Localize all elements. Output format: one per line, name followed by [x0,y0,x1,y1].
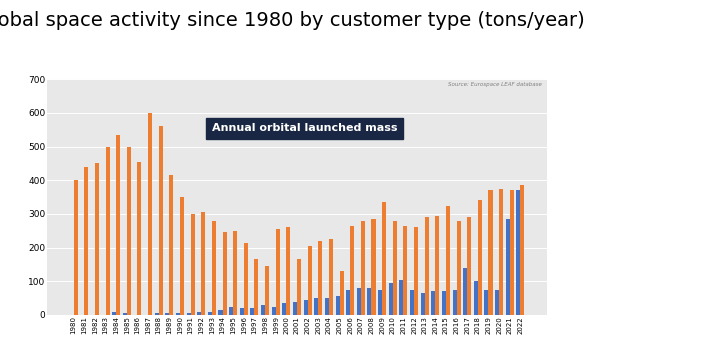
Bar [420,293,425,315]
Bar [314,298,318,315]
Bar [318,241,323,315]
Bar [158,126,163,315]
Bar [325,298,329,315]
Bar [488,190,492,315]
Bar [463,268,467,315]
Bar [127,147,131,315]
Text: • Star Ink excluded, the spacecraft
procured by commerc al operators (i.e.
not p: • Star Ink excluded, the spacecraft proc… [558,217,666,265]
Bar [244,243,248,315]
Bar [357,288,361,315]
Bar [218,310,222,315]
Bar [106,147,109,315]
Bar [436,216,439,315]
Bar [425,217,428,315]
Bar [442,292,446,315]
Bar [346,290,350,315]
Bar [304,300,307,315]
Bar [372,219,376,315]
Bar [510,190,514,315]
Bar [191,214,194,315]
Bar [516,190,521,315]
Bar [186,313,191,315]
Bar [180,197,184,315]
Bar [403,226,408,315]
Bar [297,260,301,315]
Bar [453,290,456,315]
Bar [446,206,450,315]
Bar [389,283,392,315]
Bar [155,313,158,315]
Bar [350,226,354,315]
Bar [485,290,488,315]
Bar [456,221,461,315]
Bar [282,303,287,315]
Bar [414,228,418,315]
Bar [499,189,503,315]
Bar [254,260,258,315]
Bar [208,312,212,315]
Bar [400,280,403,315]
Bar [265,266,269,315]
Bar [382,202,386,315]
Bar [222,233,227,315]
Bar [307,246,312,315]
Bar [251,308,254,315]
Bar [287,228,290,315]
Bar [329,239,333,315]
Bar [197,312,202,315]
Bar [521,185,524,315]
Text: Global space activity since 1980 by customer type (tons/year): Global space activity since 1980 by cust… [0,11,585,30]
Text: • Spacecraft procured in the context
government programmes histor cally
represen: • Spacecraft procured in the context gov… [558,347,666,360]
Bar [361,221,365,315]
Bar [73,180,78,315]
Bar [271,307,276,315]
Bar [378,290,382,315]
Bar [474,281,478,315]
Bar [410,290,414,315]
Bar [240,308,244,315]
Bar [169,175,174,315]
Bar [138,162,141,315]
Bar [431,292,436,315]
Bar [112,312,116,315]
Bar [202,212,205,315]
Bar [467,217,472,315]
Bar [392,221,397,315]
Bar [122,313,127,315]
Bar [116,135,120,315]
Text: • In the past decade an average 498 tons
of spacecraft are launched in space
eve: • In the past decade an average 498 tons… [558,11,669,88]
Bar [505,219,510,315]
Text: Annual orbital launched mass: Annual orbital launched mass [212,123,397,133]
Bar [495,290,499,315]
Bar [340,271,343,315]
Bar [176,313,180,315]
Bar [84,167,89,315]
Bar [212,221,216,315]
Bar [478,201,482,315]
Text: Source: Eurospace LEAF database: Source: Eurospace LEAF database [449,82,542,86]
Bar [229,307,233,315]
Bar [95,163,99,315]
Bar [367,288,372,315]
Bar [293,302,297,315]
Bar [148,113,152,315]
Bar [261,305,265,315]
Bar [166,313,169,315]
Bar [336,297,340,315]
Bar [276,229,280,315]
Bar [233,231,237,315]
